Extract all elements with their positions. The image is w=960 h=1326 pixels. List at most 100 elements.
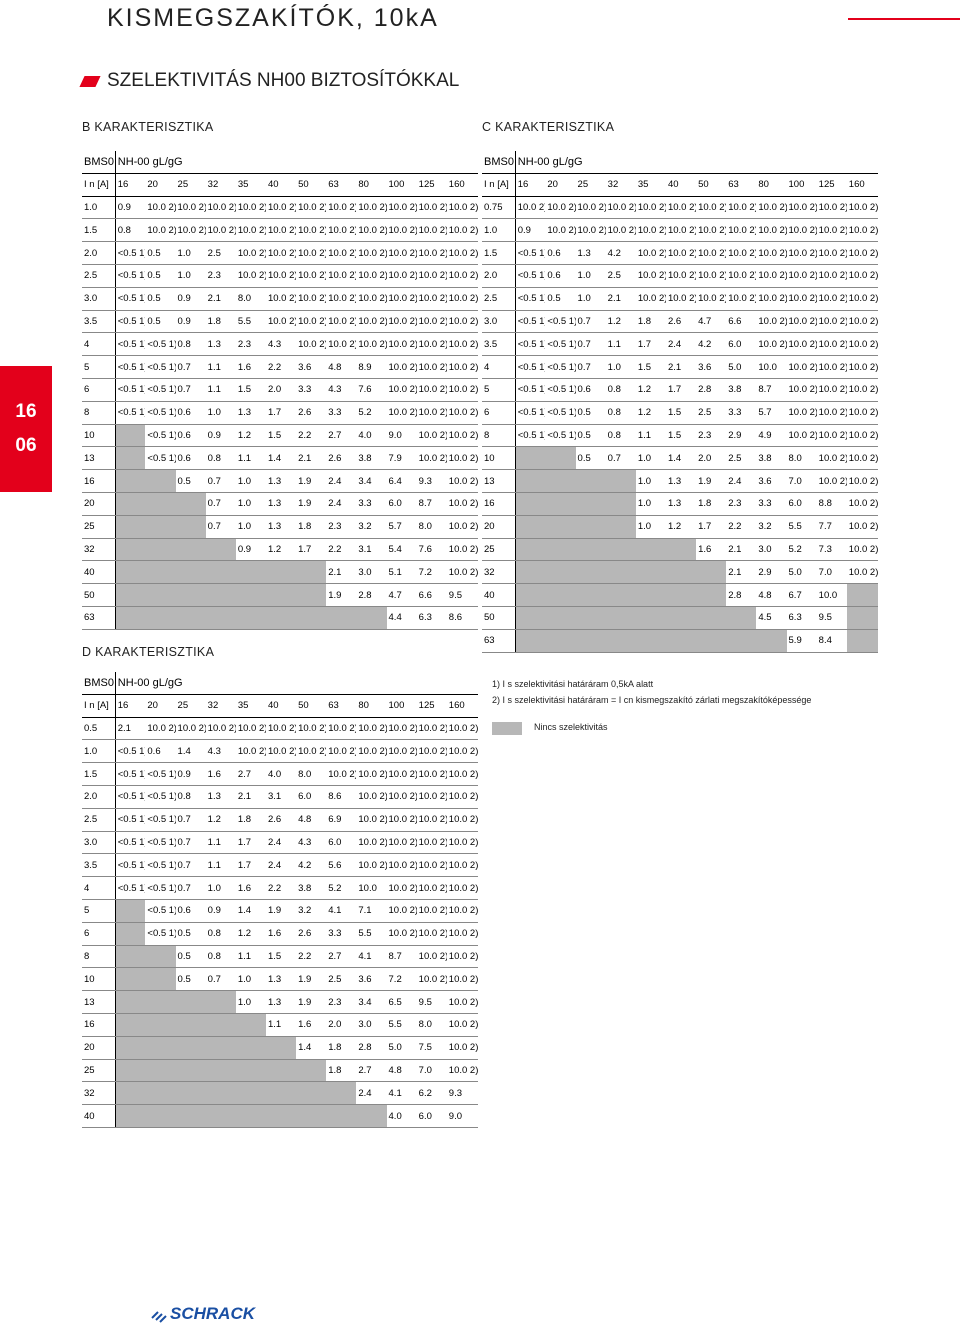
table-cell: 0.5: [175, 469, 206, 493]
fuse-rating-cell: 32: [205, 173, 236, 197]
table-cell: [115, 583, 146, 607]
table-cell: 6.3: [416, 606, 447, 630]
table-row: 3.0 <0.5 1) 0.5 0.9 2.1 8.0 10.0 2) 10.0 2) 10.0…: [82, 287, 478, 311]
table-cell: 4.8: [326, 355, 357, 379]
table-cell: 10.0 2): [235, 717, 266, 741]
table-cell: 5.5: [235, 310, 266, 334]
table-cell: 10.0 2): [416, 717, 447, 741]
in-value-cell: 1.5: [82, 762, 116, 786]
fuse-rating-cell: 16: [115, 694, 146, 718]
in-value-cell: 3.5: [82, 310, 116, 334]
table-cell: [726, 606, 757, 630]
table-cell: [545, 629, 576, 653]
in-value-cell: 6: [82, 378, 116, 402]
logo-text: SCHRACK: [170, 1304, 257, 1323]
table-cell: 1.2: [235, 922, 266, 946]
table-cell: [205, 1059, 236, 1083]
table-cell: 10.0 2): [326, 241, 357, 265]
table-cell: 2.6: [665, 310, 697, 334]
table-cell: 2.8: [696, 378, 727, 402]
table-cell: [545, 606, 576, 630]
table-cell: 3.4: [356, 990, 387, 1014]
table-cell: [235, 606, 266, 630]
table-cell: 0.8: [205, 446, 236, 471]
table-cell: 1.0: [635, 446, 666, 471]
table-cell: 3.0: [356, 560, 387, 585]
table-cell: 0.7: [605, 446, 636, 471]
table-cell: 1.7: [235, 831, 266, 855]
table-row: 6 <0.5 1) <0.5 1) 0.5 0.8 1.2 1.5 2.5 3.3 5.7 10.0…: [482, 401, 878, 425]
table-cell: 10.0 2): [326, 310, 357, 334]
table-cell: [145, 945, 176, 969]
in-label: I n [A]: [82, 694, 116, 718]
table-cell: [545, 560, 576, 585]
fuse-rating-cell: 160: [846, 173, 878, 197]
table-row: 10 0.5 0.7 1.0 1.3 1.9 2.5 3.6 7.2 10.0 2) 10.0 2): [82, 967, 478, 992]
table-cell: [115, 967, 146, 992]
table-cell: 3.1: [265, 785, 297, 809]
table-cell: 1.9: [296, 990, 327, 1014]
table-cell: [605, 515, 636, 539]
table-cell: 3.6: [756, 469, 787, 493]
table-cell: [326, 1081, 357, 1106]
table-cell: 10.0 2): [446, 945, 478, 969]
table-cell: [175, 606, 206, 630]
table-cell: 9.5: [416, 990, 447, 1014]
table-cell: 1.6: [205, 762, 236, 786]
table-cell: [605, 583, 636, 607]
table-cell: 10.0 2): [416, 739, 447, 764]
fuse-rating-cell: 80: [356, 173, 387, 197]
table-cell: [265, 560, 297, 585]
table-cell: 0.7: [205, 492, 236, 516]
table-cell: 3.2: [756, 515, 787, 539]
table-cell: 10.0 2): [386, 287, 417, 311]
table-cell: 9.0: [386, 424, 417, 448]
in-value-cell: 3.5: [82, 853, 116, 878]
table-cell: 10.0 2): [665, 196, 697, 220]
table-row: 32 0.9 1.2 1.7 2.2 3.1 5.4 7.6 10.0 2): [82, 538, 478, 562]
table-cell: 10.0 2): [235, 264, 266, 288]
schrack-logo: SCHRACK: [151, 1304, 257, 1323]
table-cell: 6.6: [726, 310, 757, 334]
table-cell: <0.5 1): [545, 332, 576, 357]
table-cell: 10.0 2): [756, 218, 787, 243]
fuse-rating-cell: 25: [575, 173, 606, 197]
table-cell: 9.5: [446, 583, 478, 607]
fuse-rating-cell: 63: [726, 173, 757, 197]
in-value-cell: 2.0: [82, 785, 116, 809]
fuse-rating-cell: 35: [235, 694, 266, 718]
table-cell: 10.0 2): [446, 241, 478, 265]
table-cell: 4.9: [756, 424, 787, 448]
in-value-cell: 32: [82, 538, 116, 562]
table-cell: 10.0 2): [145, 196, 176, 220]
table-cell: <0.5 1): [115, 287, 146, 311]
table-cell: 3.6: [696, 355, 727, 379]
table-cell: 10.0 2): [846, 218, 878, 243]
table-cell: [265, 1104, 297, 1128]
table-cell: 10.0 2): [635, 196, 666, 220]
table-cell: 2.1: [665, 355, 697, 379]
table-cell: 2.4: [265, 831, 297, 855]
table-cell: [635, 583, 666, 607]
in-value-cell: 20: [82, 492, 116, 516]
table-cell: 0.7: [575, 355, 606, 379]
table-cell: 1.5: [265, 424, 297, 448]
table-cell: 1.2: [635, 378, 666, 402]
table-cell: 10.0 2): [846, 355, 878, 379]
table-cell: 10.0 2): [326, 717, 357, 741]
fuse-rating-cell: 100: [386, 173, 417, 197]
table-cell: 10.0 2): [356, 739, 387, 764]
table-cell: 1.3: [265, 515, 297, 539]
table-cell: 10.0 2): [265, 241, 297, 265]
table-cell: <0.5 1): [515, 264, 546, 288]
table-row: 16 1.1 1.6 2.0 3.0 5.5 8.0 10.0 2): [82, 1013, 478, 1037]
table-cell: 0.7: [575, 310, 606, 334]
table-cell: 6.5: [386, 990, 417, 1014]
table-cell: 0.6: [175, 424, 206, 448]
table-row: 3.0 <0.5 1) <0.5 1) 0.7 1.1 1.7 2.4 4.3 6.0 10.0 …: [82, 831, 478, 855]
table-cell: 10.0 2): [416, 287, 447, 311]
in-value-cell: 10: [82, 967, 116, 992]
table-cell: 3.6: [296, 355, 327, 379]
table-cell: 10.0 2): [416, 967, 447, 992]
table-cell: 10.0: [816, 583, 847, 607]
